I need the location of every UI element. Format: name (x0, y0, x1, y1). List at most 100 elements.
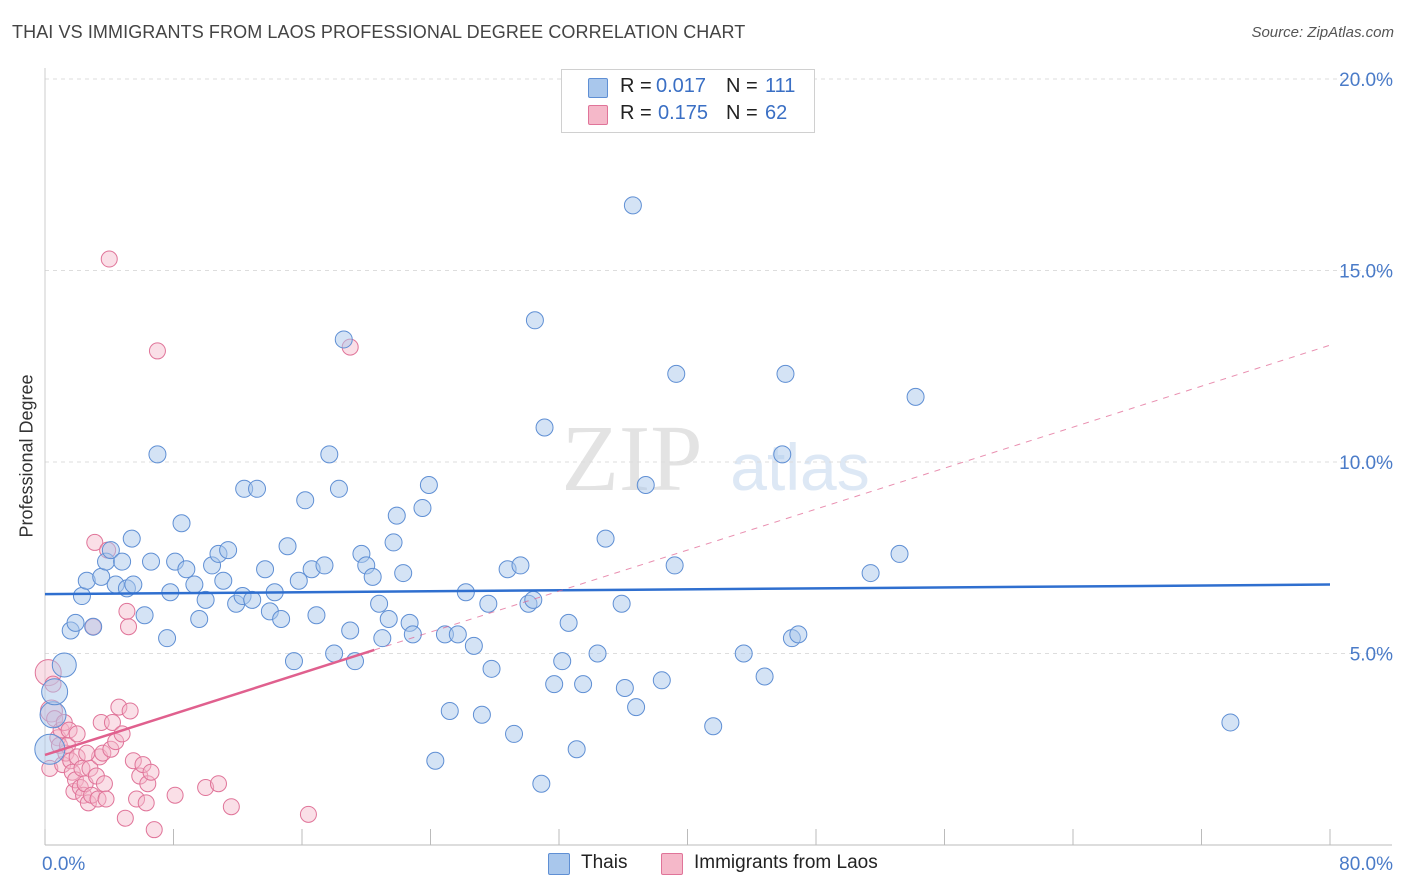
data-point-laos (166, 786, 184, 804)
data-point-thais (553, 652, 572, 671)
ticks: 5.0% 10.0% 15.0% 20.0% 0.0% 80.0% (42, 70, 1393, 875)
data-point-laos (110, 698, 128, 716)
data-point-laos (222, 798, 240, 816)
data-point-thais (479, 594, 498, 613)
data-point-thais (379, 610, 398, 629)
data-point-thais (329, 479, 348, 498)
data-point-thais (612, 594, 631, 613)
series-thais (34, 196, 1240, 793)
stats-r-label: R = (620, 102, 652, 124)
watermark: ZIP atlas (562, 407, 870, 511)
stats-box: R = 0.017 N = 111 R = 0.175 N = 62 (561, 69, 815, 133)
data-point-laos (118, 602, 136, 620)
data-point-thais (667, 364, 686, 383)
data-point-thais (334, 330, 353, 349)
data-point-thais (214, 571, 233, 590)
data-point-thais (370, 594, 389, 613)
data-point-thais (113, 552, 132, 571)
x-tick-label: 0.0% (42, 854, 85, 875)
data-point-laos (103, 713, 121, 731)
data-point-thais (196, 590, 215, 609)
data-point-thais (394, 564, 413, 583)
data-point-thais (66, 613, 85, 632)
data-point-thais (384, 533, 403, 552)
data-point-laos (128, 790, 146, 808)
data-point-thais (734, 644, 753, 663)
data-point-thais (256, 560, 275, 579)
data-point-thais (861, 564, 880, 583)
watermark-atlas: atlas (730, 430, 869, 504)
data-point-thais (272, 610, 291, 629)
data-point-thais (219, 541, 238, 560)
stats-n-label: N = (726, 102, 758, 124)
data-point-thais (588, 644, 607, 663)
data-point-thais (448, 625, 467, 644)
data-point-laos (142, 763, 160, 781)
data-point-thais (511, 556, 530, 575)
data-point-thais (535, 418, 554, 437)
data-point-thais (890, 544, 909, 563)
data-point-thais (525, 311, 544, 330)
data-point-thais (755, 667, 774, 686)
data-point-thais (142, 552, 161, 571)
data-point-thais (403, 625, 422, 644)
data-point-thais (426, 751, 445, 770)
data-point-thais (122, 529, 141, 548)
data-point-laos (120, 618, 138, 636)
data-point-thais (341, 621, 360, 640)
data-point-thais (482, 659, 501, 678)
data-point-thais (315, 556, 334, 575)
data-point-thais (596, 529, 615, 548)
data-point-laos (86, 533, 104, 551)
data-point-laos (124, 752, 142, 770)
data-point-laos (145, 821, 163, 839)
data-point-laos (121, 702, 139, 720)
data-point-thais (72, 587, 91, 606)
data-point-laos (95, 775, 113, 793)
trend-lines (44, 344, 1331, 757)
data-point-laos (60, 721, 78, 739)
data-point-thais (289, 571, 308, 590)
y-tick-label: 5.0% (1350, 645, 1393, 666)
data-point-laos (137, 794, 155, 812)
data-point-thais (704, 717, 723, 736)
data-point-thais (248, 479, 267, 498)
data-point-thais (615, 678, 634, 697)
data-point-thais (387, 506, 406, 525)
data-point-thais (532, 774, 551, 793)
y-tick-label: 15.0% (1339, 262, 1393, 283)
data-point-thais (296, 491, 315, 510)
x-tick-label: 80.0% (1339, 854, 1393, 875)
data-point-thais (307, 606, 326, 625)
data-point-thais (419, 475, 438, 494)
data-point-thais (363, 567, 382, 586)
data-point-thais (101, 541, 120, 560)
data-point-laos (148, 342, 166, 360)
data-point-thais (464, 636, 483, 655)
data-point-thais (135, 606, 154, 625)
data-point-laos (78, 744, 96, 762)
data-point-laos (100, 250, 118, 268)
legend-swatch-thais (548, 853, 570, 875)
data-point-thais (545, 675, 564, 694)
data-point-thais (574, 675, 593, 694)
y-tick-label: 10.0% (1339, 453, 1393, 474)
data-point-thais (652, 671, 671, 690)
stats-swatch-laos (588, 105, 608, 125)
data-point-thais (623, 196, 642, 215)
legend-swatch-laos (661, 853, 683, 875)
data-point-thais (124, 575, 143, 594)
data-point-thais (636, 475, 655, 494)
data-point-laos (68, 725, 86, 743)
data-point-laos (116, 809, 134, 827)
data-point-thais (789, 625, 808, 644)
series-immigrants-from-laos (34, 250, 359, 839)
data-point-laos (299, 805, 317, 823)
data-point-laos (97, 790, 115, 808)
stats-n-value: 111 (765, 75, 796, 97)
data-point-thais (190, 610, 209, 629)
data-point-thais (373, 629, 392, 648)
data-point-thais (41, 678, 69, 706)
data-point-thais (524, 590, 543, 609)
